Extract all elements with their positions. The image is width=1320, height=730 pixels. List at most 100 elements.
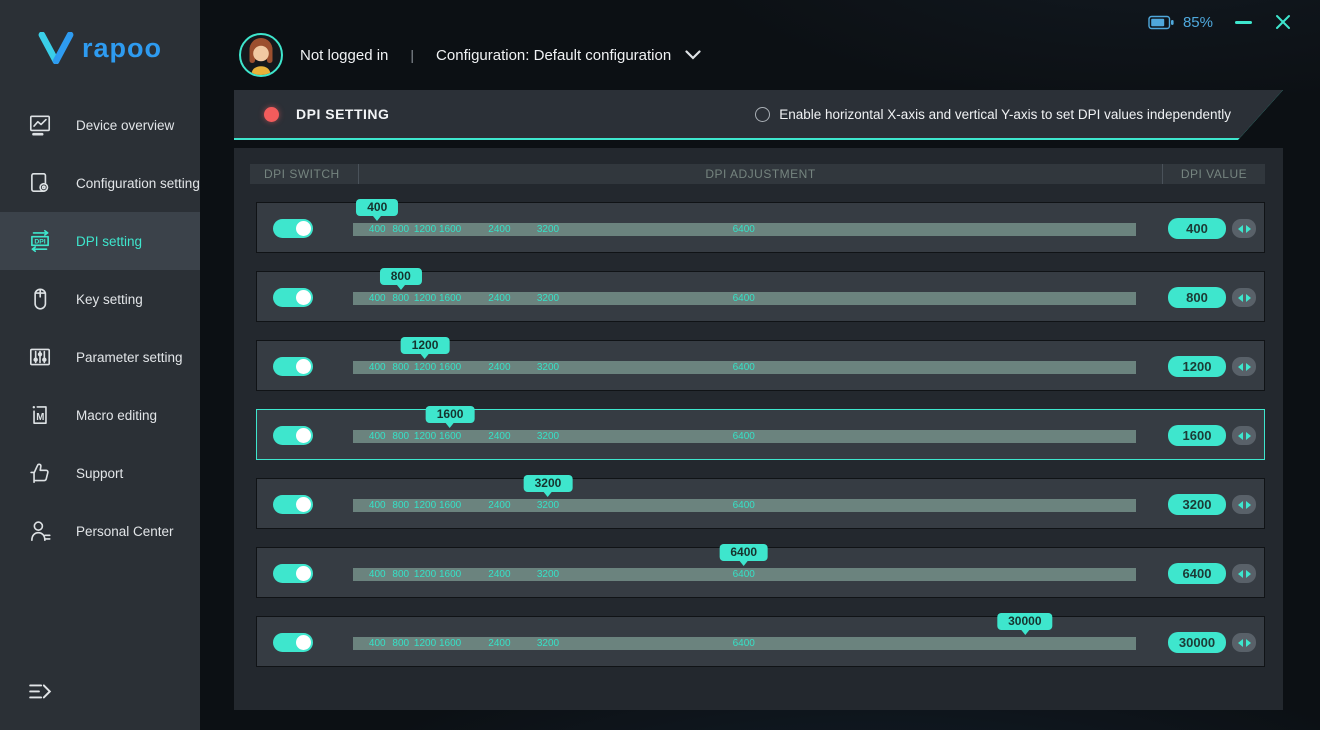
dpi-slider-track[interactable]: 400 800 1200 1600 2400 3200 6400 [353,292,1136,305]
dpi-increase-arrow-icon[interactable] [1245,569,1251,578]
sidebar-item-macro-editing[interactable]: M Macro editing [0,386,200,444]
independent-axis-radio[interactable] [755,107,770,122]
slider-tick-1600: 1600 [438,569,462,580]
svg-text:DPI: DPI [34,238,45,245]
dpi-value-display: 1200 [1168,356,1226,377]
dpi-increase-arrow-icon[interactable] [1245,638,1251,647]
dpi-slider-track[interactable]: 400 800 1200 1600 2400 3200 6400 [353,568,1136,581]
slider-tick-400: 400 [368,293,386,304]
sidebar-item-label: Configuration setting [76,175,200,191]
toggle-knob [296,635,311,650]
slider-tick-3200: 3200 [536,362,560,373]
dpi-decrease-arrow-icon[interactable] [1237,362,1243,371]
slider-tick-6400: 6400 [732,224,755,235]
toggle-knob [296,566,311,581]
login-status: Not logged in [300,46,389,64]
slider-tick-400: 400 [368,224,386,235]
slider-tick-1600: 1600 [438,500,462,511]
dpi-slider-track[interactable]: 400 800 1200 1600 2400 3200 6400 [353,637,1136,650]
dpi-stepper[interactable] [1232,357,1256,376]
sidebar-item-label: Parameter setting [76,349,183,365]
collapse-sidebar-icon[interactable] [26,680,56,706]
table-column-headers: DPI SWITCH DPI ADJUSTMENT DPI VALUE [250,164,1265,184]
toggle-knob [296,359,311,374]
dpi-switch-toggle[interactable] [273,495,313,514]
close-button[interactable] [1274,13,1292,31]
sidebar-item-dpi-setting[interactable]: DPI DPI setting [0,212,200,270]
slider-tick-6400: 6400 [732,431,755,442]
sidebar-item-configuration-setting[interactable]: Configuration setting [0,154,200,212]
dpi-slider-tooltip: 6400 [719,544,769,561]
dpi-increase-arrow-icon[interactable] [1245,362,1251,371]
slider-tick-400: 400 [368,431,386,442]
dpi-switch-toggle[interactable] [273,633,313,652]
dpi-stepper[interactable] [1232,426,1256,445]
configuration-dropdown[interactable]: Configuration: Default configuration [436,47,701,64]
dpi-decrease-arrow-icon[interactable] [1237,638,1243,647]
dpi-increase-arrow-icon[interactable] [1245,293,1251,302]
column-dpi-adjustment: DPI ADJUSTMENT [358,164,1163,184]
dpi-decrease-arrow-icon[interactable] [1237,569,1243,578]
sidebar-item-label: Device overview [76,117,175,133]
dpi-stepper[interactable] [1232,495,1256,514]
slider-tick-2400: 2400 [488,224,511,235]
dpi-switch-toggle[interactable] [273,357,313,376]
sidebar-item-device-overview[interactable]: Device overview [0,96,200,154]
slider-tick-3200: 3200 [536,431,560,442]
dpi-slider-track[interactable]: 400 800 1200 1600 2400 3200 6400 [353,361,1136,374]
slider-tick-2400: 2400 [488,293,511,304]
dpi-switch-toggle[interactable] [273,219,313,238]
dpi-increase-arrow-icon[interactable] [1245,431,1251,440]
user-avatar[interactable] [238,32,284,78]
dpi-decrease-arrow-icon[interactable] [1237,224,1243,233]
toggle-knob [296,428,311,443]
sidebar-nav: Device overview Configuration setting DP… [0,96,200,560]
dpi-decrease-arrow-icon[interactable] [1237,500,1243,509]
dpi-stepper[interactable] [1232,564,1256,583]
toggle-knob [296,221,311,236]
dpi-icon: DPI [26,227,54,255]
dpi-slider-track[interactable]: 400 800 1200 1600 2400 3200 6400 [353,430,1136,443]
dpi-slider-tooltip: 1600 [425,406,475,423]
minimize-button[interactable] [1235,20,1252,24]
dpi-stepper[interactable] [1232,219,1256,238]
dpi-switch-toggle[interactable] [273,426,313,445]
slider-tick-3200: 3200 [536,224,560,235]
dpi-slider-track[interactable]: 400 800 1200 1600 2400 3200 6400 [353,223,1136,236]
dpi-switch-toggle[interactable] [273,288,313,307]
sidebar-item-key-setting[interactable]: Key setting [0,270,200,328]
dpi-decrease-arrow-icon[interactable] [1237,293,1243,302]
slider-tick-1600: 1600 [438,362,462,373]
dpi-increase-arrow-icon[interactable] [1245,500,1251,509]
dpi-setting-title: DPI SETTING [296,106,390,122]
slider-tick-800: 800 [392,500,410,511]
sidebar-item-label: Support [76,465,124,481]
macro-icon: M [26,401,54,429]
slider-tick-400: 400 [368,362,386,373]
dpi-status-dot-icon [264,107,279,122]
mouse-icon [26,285,54,313]
slider-tick-2400: 2400 [488,569,511,580]
sidebar-item-support[interactable]: Support [0,444,200,502]
profile-bar: Not logged in | Configuration: Default c… [238,32,701,78]
dpi-stepper[interactable] [1232,633,1256,652]
svg-text:M: M [36,412,44,423]
toggle-knob [296,290,311,305]
sidebar-item-personal-center[interactable]: Personal Center [0,502,200,560]
dpi-increase-arrow-icon[interactable] [1245,224,1251,233]
slider-tick-1200: 1200 [413,500,437,511]
slider-tick-1600: 1600 [438,224,462,235]
dpi-row-800: 800 400 800 1200 1600 2400 3200 6400 800 [256,268,1265,322]
dpi-stepper[interactable] [1232,288,1256,307]
dpi-slider-track[interactable]: 400 800 1200 1600 2400 3200 6400 [353,499,1136,512]
dpi-slider-tooltip: 400 [356,199,399,216]
independent-axis-option[interactable]: Enable horizontal X-axis and vertical Y-… [755,107,1231,122]
main-area: 85% Not logged in | [200,0,1320,730]
slider-tick-6400: 6400 [732,569,755,580]
slider-tick-400: 400 [368,569,386,580]
dpi-decrease-arrow-icon[interactable] [1237,431,1243,440]
sidebar-item-parameter-setting[interactable]: Parameter setting [0,328,200,386]
battery-icon [1148,15,1174,29]
slider-tick-1600: 1600 [438,431,462,442]
dpi-switch-toggle[interactable] [273,564,313,583]
